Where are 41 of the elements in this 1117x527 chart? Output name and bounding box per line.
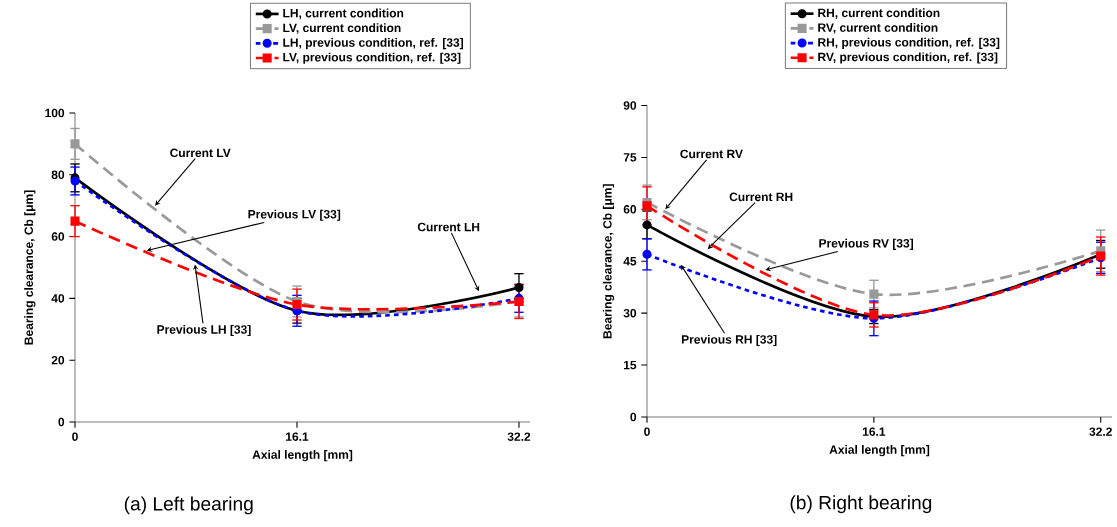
y-tick-label: 60 bbox=[51, 232, 65, 241]
x-tick-label: 0 bbox=[644, 427, 650, 436]
annotation: Current RV bbox=[680, 149, 743, 159]
y-tick-label: 0 bbox=[630, 412, 637, 422]
y-tick-label: 20 bbox=[51, 355, 65, 365]
y-tick-label: 30 bbox=[623, 308, 637, 318]
annotation: Previous LV [33] bbox=[248, 209, 341, 221]
y-axis-title: Bearing clearance, Cb [μm] bbox=[602, 184, 615, 339]
x-tick-label: 0 bbox=[72, 432, 78, 441]
legend-label: RV, current condition bbox=[818, 23, 938, 34]
annotation: Previous LH [33] bbox=[157, 324, 251, 337]
legend-label: RH, previous condition, ref. [33] bbox=[818, 37, 1000, 49]
annotation: Previous RV [33] bbox=[819, 238, 913, 250]
y-tick-label: 0 bbox=[58, 417, 65, 427]
y-tick-label: 45 bbox=[623, 257, 637, 266]
annotation: Current LV bbox=[170, 148, 231, 158]
x-tick-label: 32.2 bbox=[1089, 427, 1112, 436]
x-tick-label: 16.1 bbox=[862, 427, 886, 436]
x-axis-title: Axial length [mm] bbox=[252, 450, 353, 462]
y-tick-label: 100 bbox=[45, 108, 65, 118]
y-tick-label: 90 bbox=[623, 101, 637, 110]
text: (a) Left bearing bbox=[124, 496, 253, 515]
x-tick-label: 32.2 bbox=[507, 432, 531, 441]
y-tick-label: 80 bbox=[51, 170, 65, 180]
x-tick-label: 16.1 bbox=[286, 432, 309, 441]
legend-label: LH, current condition bbox=[283, 8, 404, 20]
y-tick-label: 40 bbox=[51, 294, 65, 303]
annotation: Previous RH [33] bbox=[681, 334, 777, 347]
annotation: Current RH bbox=[729, 192, 793, 202]
legend-label: LH, previous condition, ref. [33] bbox=[283, 37, 463, 50]
annotation: Current LH bbox=[417, 222, 480, 232]
legend-label: LV, current condition bbox=[283, 23, 401, 34]
y-tick-label: 15 bbox=[624, 360, 637, 370]
x-axis-title: Axial length [mm] bbox=[829, 445, 930, 457]
y-tick-label: 75 bbox=[623, 153, 637, 162]
legend-label: RV, previous condition, ref. [33] bbox=[818, 52, 998, 64]
text: (b) Right bearing bbox=[790, 495, 932, 514]
legend-label: RH, current condition bbox=[818, 8, 940, 19]
y-tick-label: 60 bbox=[623, 205, 637, 214]
y-axis-title: Bearing clearance, Cb [μm] bbox=[24, 190, 36, 345]
legend-label: LV, previous condition, ref. [33] bbox=[283, 52, 461, 64]
